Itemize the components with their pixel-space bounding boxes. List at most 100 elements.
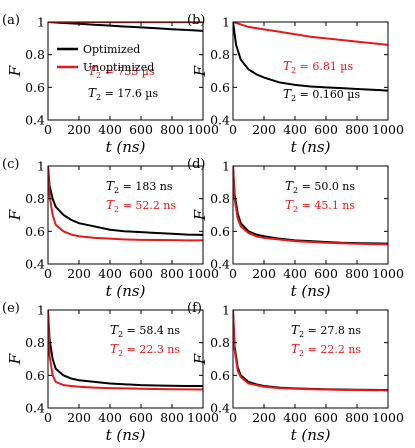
x-tick-label: 800 xyxy=(345,410,369,425)
x-tick-label: 400 xyxy=(283,122,307,137)
T2-annotation: T2 = 733 µs xyxy=(88,64,155,80)
series-line-1 xyxy=(233,166,388,246)
x-tick-label: 800 xyxy=(160,122,184,137)
x-tick-label: 800 xyxy=(160,266,184,281)
series-line-1 xyxy=(48,310,203,391)
axes-frame xyxy=(47,21,204,121)
y-tick-label: 1 xyxy=(37,159,45,174)
x-tick-label: 1000 xyxy=(372,122,404,137)
x-tick-label: 600 xyxy=(129,410,153,425)
x-tick-label: 600 xyxy=(129,266,153,281)
T2-annotation: T2 = 52.2 ns xyxy=(106,198,176,214)
panel-c: 0 200 400 600 800 1000 0.4 0.6 0.8 1 (c) Ft (ns) T2 … xyxy=(2,157,219,300)
y-tick-label: 0.6 xyxy=(25,224,45,239)
panel-label: (e) xyxy=(2,301,20,316)
x-tick-label: 0 xyxy=(44,410,52,425)
y-axis-label: F xyxy=(6,65,24,77)
series-line-1 xyxy=(48,166,203,242)
T2-annotation: T2 = 0.160 µs xyxy=(283,87,360,103)
y-tick-label: 0.6 xyxy=(25,80,45,95)
y-tick-label: 0.6 xyxy=(210,80,230,95)
y-tick-label: 0.8 xyxy=(210,335,230,350)
y-axis-label: F xyxy=(6,353,24,365)
panel-label: (f) xyxy=(187,301,202,316)
x-tick-label: 800 xyxy=(345,266,369,281)
x-axis-label: t (ns) xyxy=(291,282,331,300)
axes-frame xyxy=(232,165,389,265)
x-tick-label: 0 xyxy=(44,266,52,281)
y-axis-label: F xyxy=(6,209,24,221)
x-tick-label: 800 xyxy=(160,410,184,425)
y-axis-label: F xyxy=(191,65,209,77)
y-tick-label: 1 xyxy=(37,303,45,318)
panel-e: 0 200 400 600 800 1000 0.4 0.6 0.8 1 (e) Ft (ns) T2 … xyxy=(2,301,219,444)
x-tick-label: 1000 xyxy=(187,410,219,425)
x-tick-label: 1000 xyxy=(372,266,404,281)
x-axis-label: t (ns) xyxy=(291,426,331,444)
series-line-0 xyxy=(233,22,388,46)
x-tick-label: 600 xyxy=(314,266,338,281)
x-tick-label: 400 xyxy=(98,266,122,281)
x-tick-label: 400 xyxy=(98,410,122,425)
y-tick-label: 0.8 xyxy=(25,47,45,62)
x-tick-label: 400 xyxy=(98,122,122,137)
T2-annotation: T2 = 58.4 ns xyxy=(110,323,180,339)
axes-frame xyxy=(47,165,204,265)
y-tick-label: 0.8 xyxy=(25,191,45,206)
T2-annotation: T2 = 50.0 ns xyxy=(285,179,355,195)
legend-label: Unoptimized xyxy=(83,61,154,74)
legend: Optimized Unoptimized xyxy=(57,43,154,74)
T2-annotation: T2 = 183 ns xyxy=(106,179,173,195)
series-line-0 xyxy=(48,310,203,387)
y-tick-label: 0.8 xyxy=(25,335,45,350)
x-tick-label: 200 xyxy=(252,122,276,137)
y-tick-label: 1 xyxy=(222,15,230,30)
x-tick-label: 0 xyxy=(229,266,237,281)
series-line-1 xyxy=(233,310,388,392)
y-tick-label: 1 xyxy=(222,303,230,318)
y-axis-label: F xyxy=(191,353,209,365)
x-tick-label: 400 xyxy=(283,266,307,281)
x-tick-label: 0 xyxy=(44,122,52,137)
T2-annotation: T2 = 22.3 ns xyxy=(110,342,180,358)
y-tick-label: 0.8 xyxy=(210,47,230,62)
y-tick-label: 0.8 xyxy=(210,191,230,206)
series-line-1 xyxy=(233,22,388,92)
y-tick-label: 0.6 xyxy=(210,224,230,239)
x-axis-label: t (ns) xyxy=(106,282,146,300)
x-tick-label: 200 xyxy=(67,122,91,137)
x-tick-label: 200 xyxy=(252,410,276,425)
T2-annotation: T2 = 6.81 µs xyxy=(283,59,353,75)
x-tick-label: 0 xyxy=(229,122,237,137)
x-tick-label: 400 xyxy=(283,410,307,425)
y-tick-label: 0.4 xyxy=(210,257,230,272)
panel-label: (c) xyxy=(2,157,19,172)
x-tick-label: 1000 xyxy=(187,122,219,137)
y-tick-label: 1 xyxy=(222,159,230,174)
x-axis-label: t (ns) xyxy=(106,138,146,156)
axes-frame xyxy=(47,309,204,409)
T2-annotation: T2 = 17.6 µs xyxy=(88,86,158,102)
x-tick-label: 0 xyxy=(229,410,237,425)
panel-a: 0 200 400 600 800 1000 0.4 0.6 0.8 1 (a) Ft (ns) T2 … xyxy=(2,13,219,156)
T2-annotation: T2 = 45.1 ns xyxy=(285,198,355,214)
y-tick-label: 0.4 xyxy=(25,113,45,128)
legend-label: Optimized xyxy=(83,43,140,56)
axes-frame xyxy=(232,309,389,409)
y-tick-label: 0.4 xyxy=(25,401,45,416)
x-tick-label: 200 xyxy=(67,410,91,425)
axes-frame xyxy=(232,21,389,121)
x-axis-label: t (ns) xyxy=(291,138,331,156)
x-tick-label: 600 xyxy=(314,410,338,425)
x-tick-label: 600 xyxy=(314,122,338,137)
y-tick-label: 1 xyxy=(37,15,45,30)
y-tick-label: 0.6 xyxy=(210,368,230,383)
y-tick-label: 0.4 xyxy=(210,113,230,128)
x-tick-label: 200 xyxy=(252,266,276,281)
x-tick-label: 600 xyxy=(129,122,153,137)
y-tick-label: 0.4 xyxy=(210,401,230,416)
